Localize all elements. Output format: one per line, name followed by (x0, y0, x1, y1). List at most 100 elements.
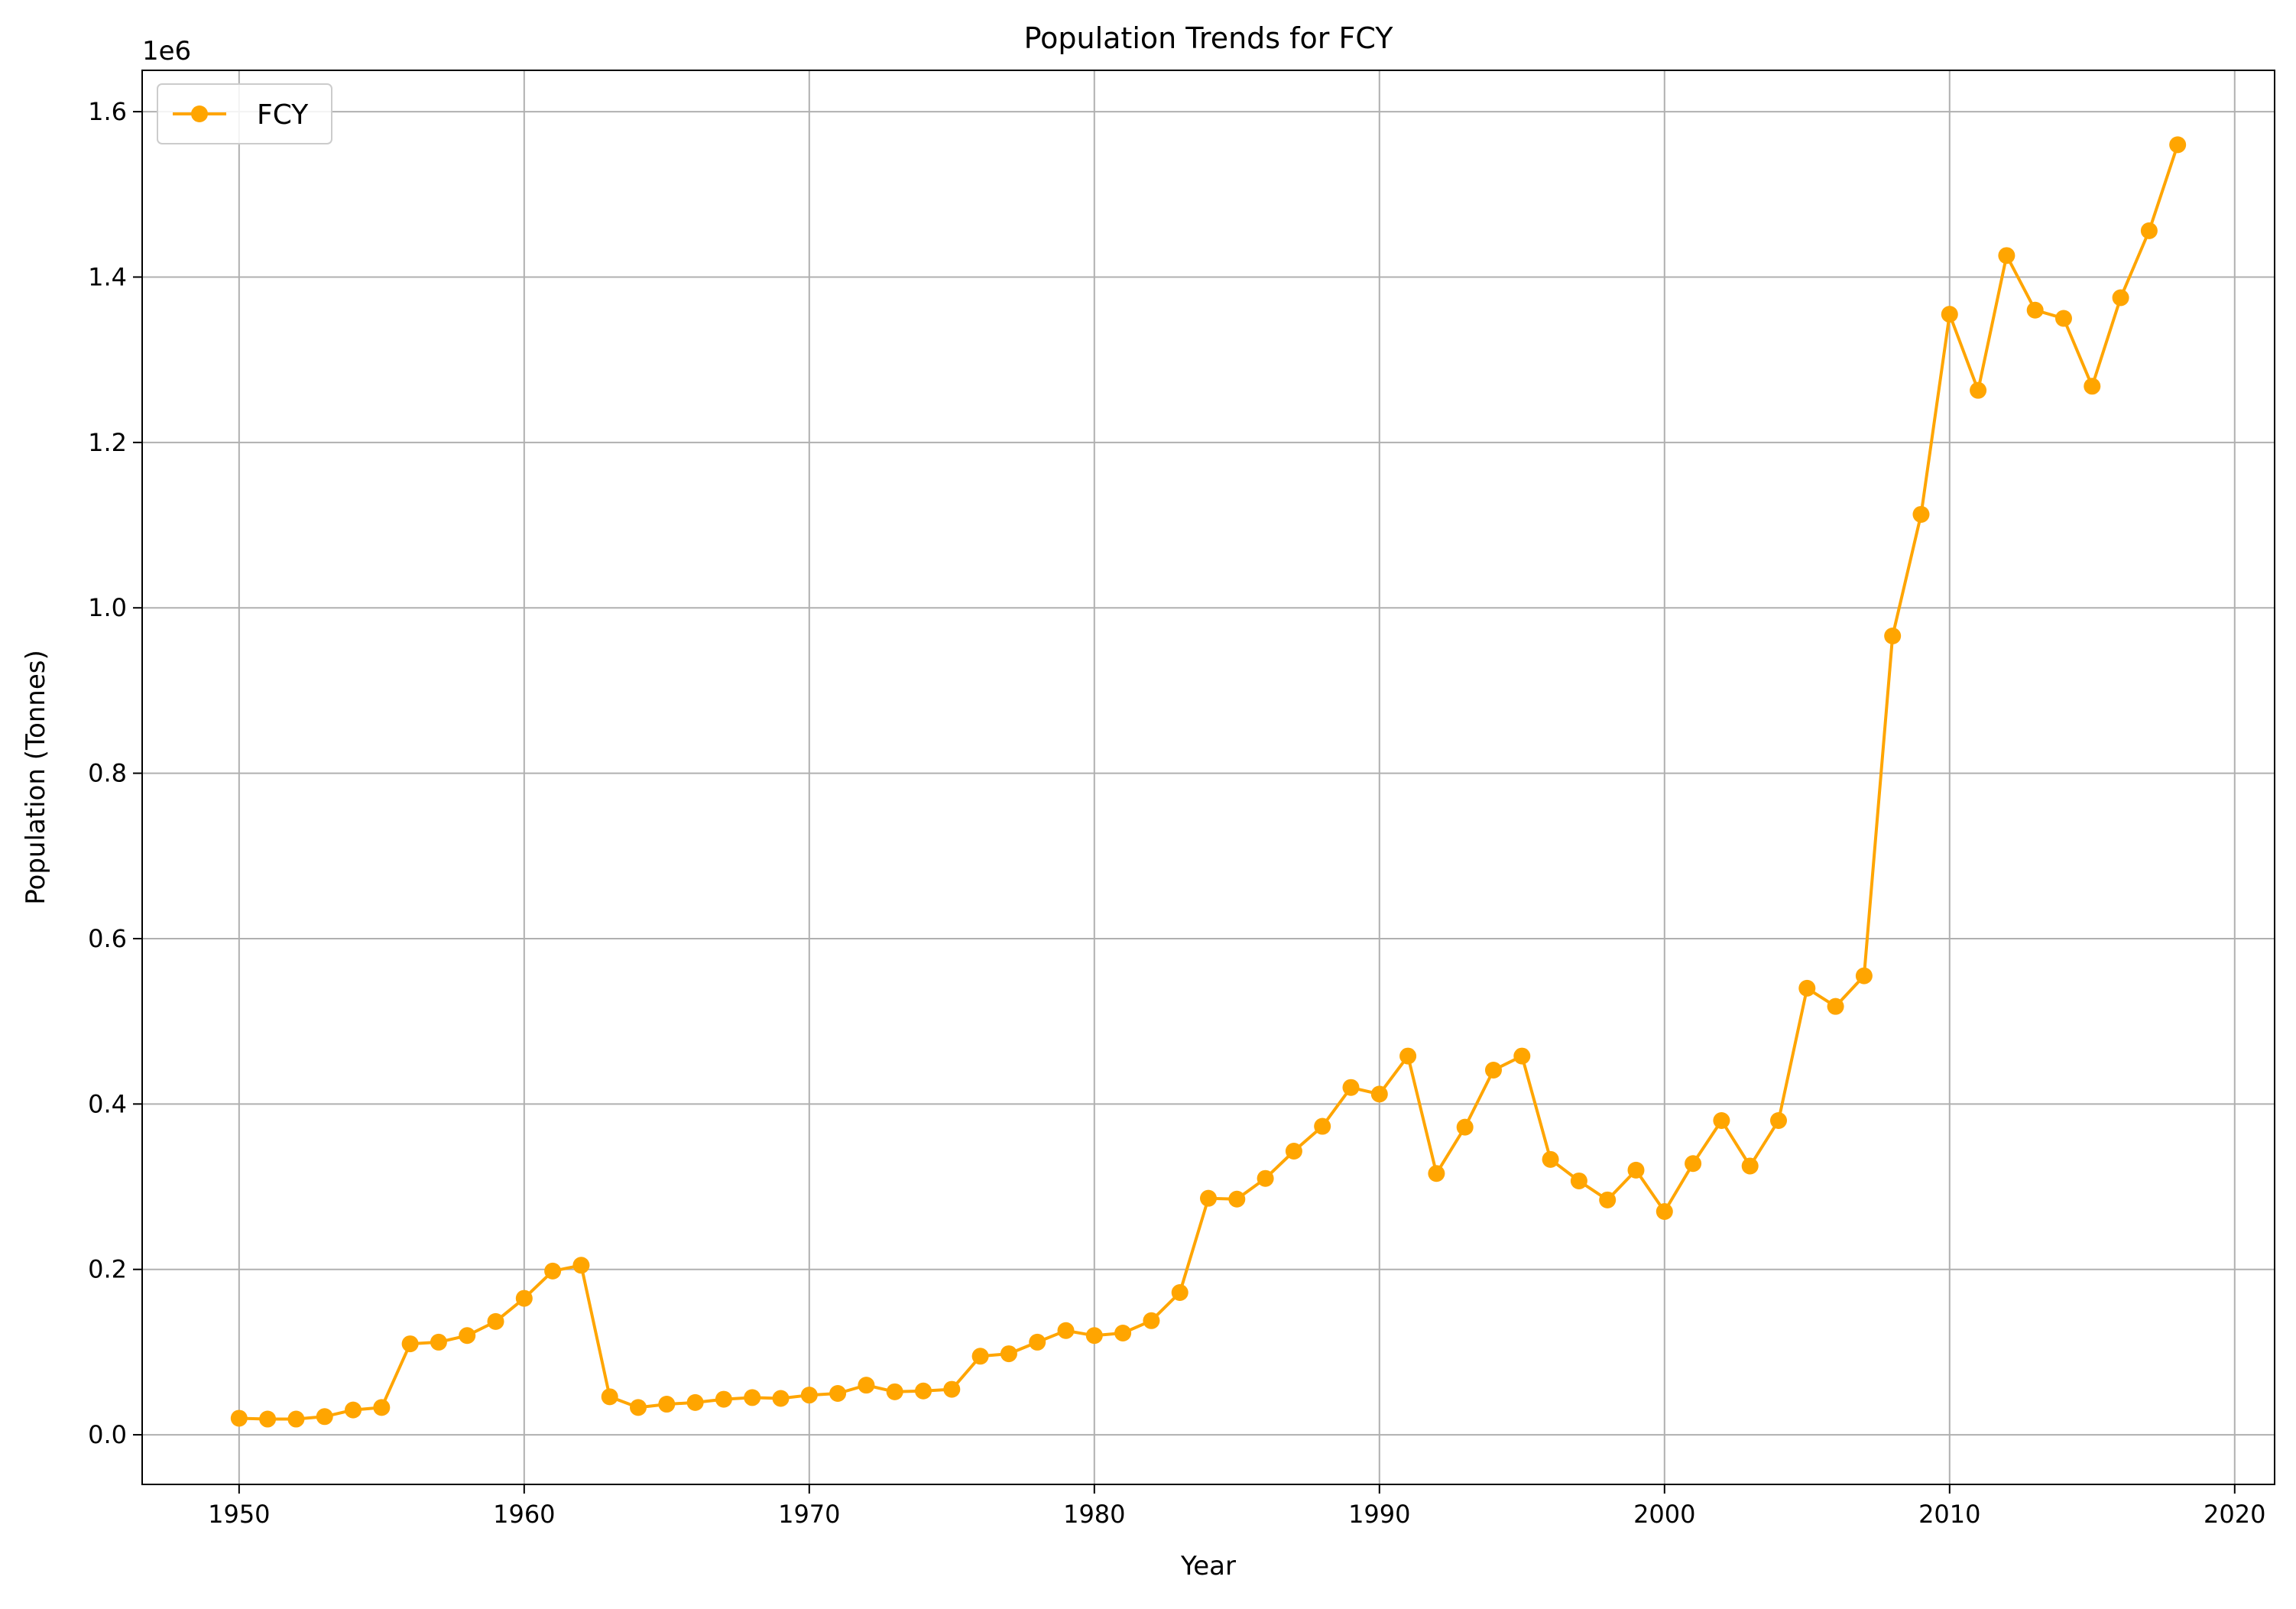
data-point (230, 1409, 248, 1427)
x-tick-label: 1990 (1348, 1500, 1410, 1529)
y-tick-label: 0.6 (88, 924, 127, 953)
data-point (1428, 1165, 1445, 1182)
data-point (1542, 1150, 1559, 1168)
y-tick-label: 0.4 (88, 1089, 127, 1118)
data-point (373, 1399, 391, 1416)
data-point (1570, 1172, 1587, 1189)
data-point (1741, 1157, 1759, 1175)
data-point (1114, 1325, 1132, 1342)
data-point (744, 1389, 761, 1406)
data-point (1314, 1118, 1331, 1135)
data-point (1627, 1161, 1645, 1179)
data-point (1342, 1079, 1360, 1096)
legend-marker-swatch (191, 105, 208, 122)
data-point (1656, 1202, 1673, 1220)
data-point (630, 1399, 647, 1416)
data-point (886, 1383, 903, 1400)
data-point (1769, 1111, 1787, 1129)
y-tick-label: 1.6 (88, 97, 127, 126)
data-point (1713, 1111, 1730, 1129)
data-point (459, 1327, 476, 1345)
data-point (1000, 1345, 1017, 1363)
legend-box (157, 83, 332, 144)
data-point (971, 1348, 989, 1365)
data-point (2054, 310, 2072, 327)
y-tick-label: 0.8 (88, 759, 127, 788)
data-point (1257, 1169, 1274, 1187)
x-axis-label: Year (1180, 1551, 1236, 1581)
data-point (858, 1377, 875, 1394)
data-point (1370, 1085, 1388, 1103)
data-point (800, 1387, 818, 1404)
data-point (1171, 1284, 1189, 1302)
data-point (715, 1390, 732, 1408)
x-tick-label: 2020 (2204, 1500, 2265, 1529)
data-point (1057, 1322, 1075, 1339)
data-point (1912, 505, 1930, 523)
y-axis-label: Population (Tonnes) (21, 650, 51, 905)
x-tick-label: 1970 (778, 1500, 840, 1529)
y-tick-label: 1.0 (88, 593, 127, 622)
data-point (1685, 1155, 1702, 1173)
data-point (1798, 979, 1816, 997)
data-point (2169, 136, 2187, 154)
y-tick-label: 1.4 (88, 262, 127, 291)
data-point (1285, 1143, 1302, 1160)
ticks: 1950 1960 1970 1980 1990 2000 2010 2020 0.0 0.2 0.… (88, 97, 2265, 1529)
data-point (1941, 306, 1958, 323)
data-point (1998, 247, 2015, 264)
y-axis-offset-label: 1e6 (142, 36, 191, 67)
data-point (772, 1390, 790, 1407)
data-point (1228, 1190, 1246, 1208)
data-point (2140, 222, 2158, 239)
data-point (1456, 1118, 1474, 1136)
data-point (601, 1388, 618, 1406)
x-tick-label: 2010 (1918, 1500, 1980, 1529)
data-point (1484, 1061, 1502, 1079)
data-point (2112, 289, 2129, 307)
legend: FCY (157, 83, 332, 144)
data-point (1827, 998, 1844, 1015)
plot-frame (141, 70, 2275, 1485)
data-point (1513, 1047, 1531, 1065)
data-point (2026, 301, 2044, 319)
data-point (259, 1410, 277, 1428)
data-point (829, 1384, 847, 1402)
series-layer (230, 136, 2187, 1428)
y-tick-label: 0.2 (88, 1255, 127, 1284)
y-tick-label: 0.0 (88, 1420, 127, 1449)
data-point (515, 1289, 533, 1307)
x-tick-label: 1980 (1063, 1500, 1125, 1529)
data-point (1200, 1189, 1217, 1207)
data-point (1884, 628, 1902, 644)
data-point (1399, 1047, 1417, 1065)
chart-title: Population Trends for FCY (1024, 21, 1394, 55)
data-point (1143, 1312, 1160, 1329)
grid (142, 70, 2275, 1484)
data-point (1085, 1327, 1103, 1345)
x-tick-label: 1960 (493, 1500, 555, 1529)
data-point (316, 1408, 333, 1426)
data-point (1599, 1191, 1617, 1208)
data-point (1970, 381, 1987, 399)
data-point (1029, 1333, 1046, 1351)
data-point (345, 1401, 362, 1419)
data-point (915, 1382, 932, 1400)
data-point (544, 1262, 562, 1280)
data-point (2084, 378, 2101, 395)
data-point (943, 1380, 961, 1398)
legend-label-fcy: FCY (257, 99, 309, 131)
data-point (401, 1335, 419, 1353)
data-point (287, 1410, 305, 1428)
x-tick-label: 2000 (1633, 1500, 1695, 1529)
data-point (686, 1393, 704, 1411)
data-point (658, 1396, 676, 1413)
data-point (487, 1312, 504, 1330)
data-point (430, 1333, 447, 1351)
y-tick-label: 1.2 (88, 428, 127, 457)
x-tick-label: 1950 (208, 1500, 270, 1529)
data-point (572, 1257, 590, 1274)
